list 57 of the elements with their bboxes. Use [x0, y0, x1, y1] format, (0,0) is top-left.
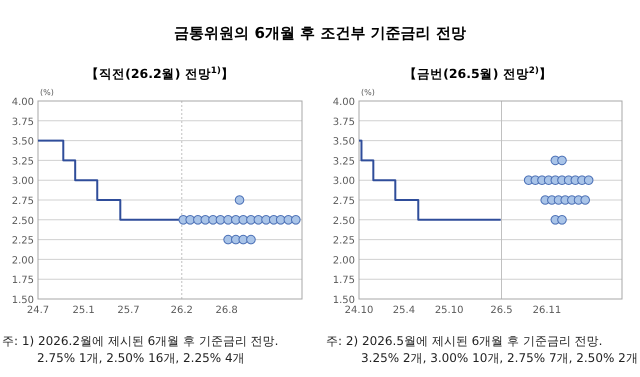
y-tick-label: 2.00 [12, 255, 34, 266]
y-tick-label: 2.75 [12, 196, 34, 207]
x-tick-label: 25.10 [434, 305, 464, 316]
y-tick-label: 1.50 [12, 295, 34, 306]
point [584, 175, 594, 185]
y-tick-label: 2.75 [332, 196, 355, 207]
point [238, 234, 248, 244]
chart-title: 금통위원의 6개월 후 조건부 기준금리 전망 [174, 24, 466, 42]
x-tick-label: 25.7 [117, 305, 140, 316]
y-tick-label: 4.00 [332, 97, 355, 108]
x-tick-label: 26.5 [490, 305, 513, 316]
point [254, 215, 264, 225]
y-tick-label: 3.25 [12, 156, 34, 168]
y-tick-label: 2.25 [332, 236, 355, 247]
point [216, 215, 226, 225]
y-tick-label: 4.00 [12, 97, 34, 108]
y-tick-label: 1.50 [332, 295, 355, 306]
point [557, 156, 567, 166]
text: 주: 2) 2026.5월에 제시된 6개월 후 기준금리 전망. [326, 334, 602, 348]
x-tick-label: 25.4 [392, 305, 416, 316]
text: 2.75% 1개, 2.50% 16개, 2.25% 4개 [37, 351, 245, 365]
y-tick-label: 3.50 [12, 136, 34, 148]
x-tick-label: 26.2 [170, 305, 193, 316]
x-tick-label: 26.11 [532, 305, 562, 316]
y-tick-label: 3.25 [332, 156, 355, 168]
y-tick-label: 1.75 [332, 275, 355, 286]
point [580, 195, 590, 205]
y-tick-label: 3.50 [332, 136, 355, 148]
y-tick-label: 2.50 [12, 216, 34, 227]
y-axis-title: (%) [361, 88, 375, 97]
point [200, 215, 210, 225]
point [261, 215, 271, 225]
x-tick-label: 24.10 [344, 305, 374, 316]
y-tick-label: 3.00 [332, 176, 355, 188]
chart-subtitle: 【직전(26.2월) 전망$^{1)}$】 [86, 66, 234, 81]
y-tick-label: 3.75 [12, 116, 34, 128]
x-tick-label: 25.1 [72, 305, 95, 316]
y-axis-title: (%) [40, 88, 54, 97]
point [246, 234, 256, 244]
point [234, 195, 244, 205]
y-tick-label: 2.25 [12, 236, 34, 247]
y-tick-label: 2.00 [332, 255, 355, 266]
x-tick-label: 24.7 [26, 305, 50, 316]
text: 3.25% 2개, 3.00% 10개, 2.75% 7개, 2.50% 2개 [361, 351, 638, 365]
point [238, 215, 248, 225]
chart-subtitle: 【금번(26.5월) 전망$^{2)}$】 [404, 66, 552, 81]
point [223, 215, 233, 225]
point [276, 215, 286, 225]
x-tick-label: 26.8 [216, 305, 238, 316]
point [291, 215, 301, 225]
point [557, 215, 567, 225]
y-tick-label: 3.75 [332, 116, 355, 128]
y-tick-label: 3.00 [12, 176, 34, 188]
text: 주: 1) 2026.2월에 제시된 6개월 후 기준금리 전망. [2, 334, 278, 348]
point [185, 215, 196, 225]
y-tick-label: 1.75 [12, 275, 34, 286]
y-tick-label: 2.50 [332, 216, 355, 227]
